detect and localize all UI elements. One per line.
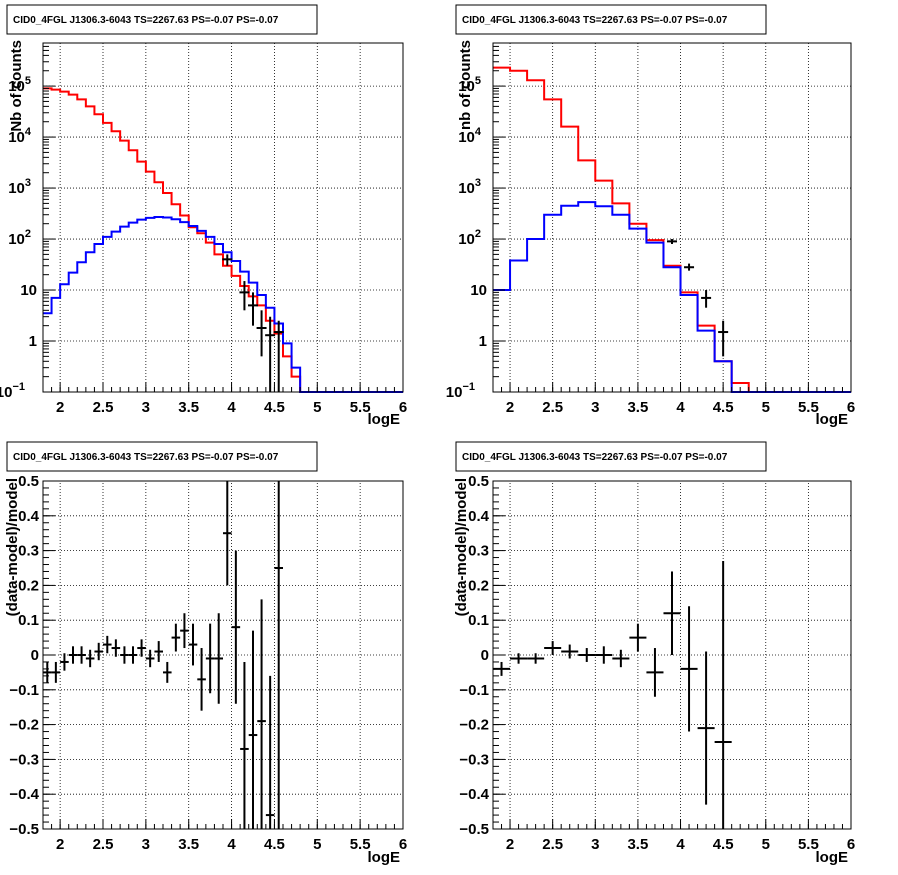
y-tick-label: 10 — [20, 282, 37, 299]
x-tick-label: 2.5 — [542, 399, 563, 416]
x-tick-label: 4 — [676, 836, 685, 853]
x-tick-label: 5 — [762, 836, 770, 853]
x-tick-label: 4.5 — [713, 836, 734, 853]
panel-title: CID0_4FGL J1306.3-6043 TS=2267.63 PS=-0.… — [462, 452, 728, 463]
x-tick-label: 3.5 — [178, 836, 199, 853]
x-tick-label: 3.5 — [178, 399, 199, 416]
y-tick-label: −0.4 — [459, 786, 489, 803]
panel-title-box — [455, 441, 767, 472]
y-tick-label: −0.1 — [9, 682, 39, 699]
x-axis-title: logE — [368, 849, 401, 866]
x-tick-label: 3.5 — [627, 399, 648, 416]
panel-top-left: CID0_4FGL J1306.3-6043 TS=2267.63 PS=-0.… — [0, 4, 407, 428]
panel-title-box — [6, 4, 318, 35]
x-tick-label: 4 — [227, 836, 236, 853]
y-tick-label: 10 — [470, 282, 487, 299]
panel-title: CID0_4FGL J1306.3-6043 TS=2267.63 PS=-0.… — [13, 15, 279, 26]
x-tick-label: 5 — [313, 836, 321, 853]
y-tick-label: −0.2 — [459, 717, 489, 734]
x-tick-label: 4.5 — [264, 836, 285, 853]
x-tick-label: 2.5 — [93, 399, 114, 416]
y-tick-label: 0.5 — [18, 473, 39, 490]
x-tick-label: 3 — [591, 399, 599, 416]
y-tick-label: 0.4 — [18, 508, 40, 525]
y-tick-label: 10−1 — [0, 381, 25, 401]
y-tick-label: 0.2 — [18, 577, 39, 594]
y-tick-label: 102 — [8, 228, 31, 248]
x-tick-label: 2 — [506, 399, 514, 416]
y-tick-label: 104 — [8, 126, 32, 146]
x-tick-label: 2 — [56, 399, 64, 416]
x-axis-title: logE — [816, 849, 849, 866]
panel-bottom-right: CID0_4FGL J1306.3-6043 TS=2267.63 PS=-0.… — [453, 441, 855, 866]
y-tick-label: 1 — [29, 333, 37, 350]
panel-top-right: CID0_4FGL J1306.3-6043 TS=2267.63 PS=-0.… — [446, 4, 855, 428]
x-tick-label: 6 — [847, 399, 855, 416]
y-tick-label: 0 — [481, 647, 489, 664]
x-tick-label: 4.5 — [713, 399, 734, 416]
x-tick-label: 4 — [676, 399, 685, 416]
x-tick-label: 5 — [762, 399, 770, 416]
y-tick-label: 0.3 — [18, 543, 39, 560]
plot-area — [493, 43, 851, 392]
y-axis-title: nb of counts — [457, 40, 474, 130]
x-tick-label: 6 — [847, 836, 855, 853]
panel-title: CID0_4FGL J1306.3-6043 TS=2267.63 PS=-0.… — [13, 452, 279, 463]
x-tick-label: 5.5 — [798, 836, 819, 853]
x-tick-label: 6 — [399, 836, 407, 853]
y-tick-label: 103 — [458, 177, 481, 197]
y-tick-label: 0.1 — [468, 612, 489, 629]
panel-title-box — [455, 4, 767, 35]
x-axis-title: logE — [368, 411, 401, 428]
y-tick-label: 0.3 — [468, 543, 489, 560]
panel-title-box — [6, 441, 318, 472]
x-tick-label: 3.5 — [627, 836, 648, 853]
y-axis-title: Nb of counts — [8, 40, 25, 132]
y-tick-label: 1 — [479, 333, 487, 350]
y-tick-label: 0.5 — [468, 473, 489, 490]
x-tick-label: 2.5 — [93, 836, 114, 853]
x-tick-label: 5.5 — [350, 399, 371, 416]
y-tick-label: 0.2 — [468, 577, 489, 594]
y-tick-label: −0.5 — [459, 821, 489, 838]
x-tick-label: 2 — [56, 836, 64, 853]
x-tick-label: 5.5 — [798, 399, 819, 416]
panel-title: CID0_4FGL J1306.3-6043 TS=2267.63 PS=-0.… — [462, 15, 728, 26]
y-tick-label: 105 — [458, 75, 481, 95]
x-tick-label: 3 — [591, 836, 599, 853]
y-tick-label: 105 — [8, 75, 31, 95]
x-tick-label: 4 — [227, 399, 236, 416]
y-tick-label: −0.5 — [9, 821, 39, 838]
y-tick-label: 0.1 — [18, 612, 39, 629]
y-tick-label: 0 — [31, 647, 39, 664]
y-tick-label: 103 — [8, 177, 31, 197]
y-tick-label: 10−1 — [446, 381, 475, 401]
y-axis-title: (data-model)/model — [453, 478, 470, 616]
y-tick-label: −0.1 — [459, 682, 489, 699]
panel-bottom-left: CID0_4FGL J1306.3-6043 TS=2267.63 PS=-0.… — [4, 441, 407, 866]
y-tick-label: 0.4 — [468, 508, 490, 525]
y-tick-label: −0.2 — [9, 717, 39, 734]
plot-area — [43, 43, 403, 392]
x-tick-label: 6 — [399, 399, 407, 416]
x-tick-label: 4.5 — [264, 399, 285, 416]
y-tick-label: −0.4 — [9, 786, 39, 803]
y-tick-label: 104 — [458, 126, 482, 146]
x-tick-label: 2.5 — [542, 836, 563, 853]
y-axis-title: (data-model)/model — [4, 478, 21, 616]
y-tick-label: −0.3 — [9, 751, 39, 768]
x-tick-label: 5.5 — [350, 836, 371, 853]
x-tick-label: 2 — [506, 836, 514, 853]
y-tick-label: 102 — [458, 228, 481, 248]
x-tick-label: 5 — [313, 399, 321, 416]
x-axis-title: logE — [816, 411, 849, 428]
x-tick-label: 3 — [142, 836, 150, 853]
x-tick-label: 3 — [142, 399, 150, 416]
y-tick-label: −0.3 — [459, 751, 489, 768]
